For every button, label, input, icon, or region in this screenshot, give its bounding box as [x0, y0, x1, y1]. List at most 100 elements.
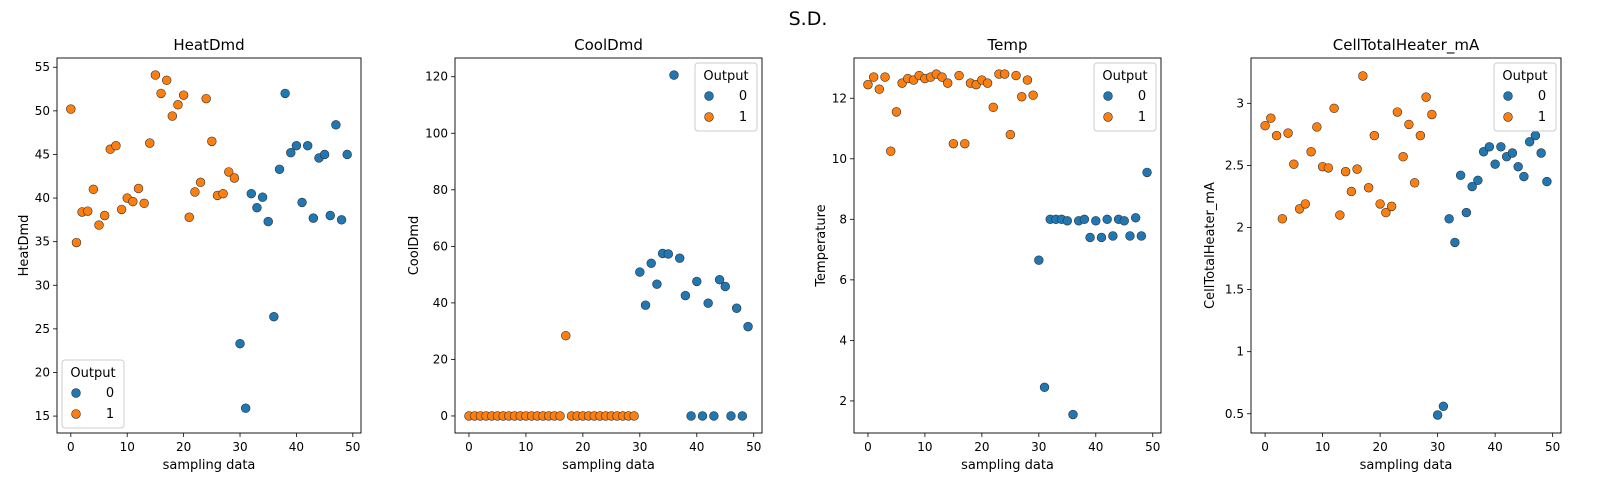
legend-marker-0	[1503, 91, 1513, 101]
data-point-series-1	[942, 78, 953, 88]
data-point-series-0	[303, 141, 313, 151]
data-point-series-0	[1507, 148, 1518, 158]
data-point-series-0	[703, 298, 713, 308]
y-tick-label: 8	[839, 212, 847, 226]
legend-title: Output	[1502, 69, 1547, 84]
plot-frame	[853, 57, 1162, 434]
data-point-series-0	[686, 411, 696, 421]
data-point-series-0	[1034, 255, 1044, 265]
data-point-series-1	[1352, 164, 1362, 174]
y-tick-label: 2.5	[1225, 158, 1244, 172]
data-point-series-0	[1444, 214, 1454, 224]
data-point-series-1	[1340, 166, 1351, 177]
data-point-series-0	[336, 215, 347, 225]
data-point-series-0	[1496, 142, 1506, 152]
data-point-series-0	[291, 141, 302, 151]
data-point-series-1	[1363, 183, 1374, 193]
data-point-series-0	[1102, 214, 1112, 225]
data-point-series-0	[1536, 148, 1546, 158]
data-point-series-1	[1266, 113, 1276, 123]
data-point-series-1	[139, 198, 149, 208]
data-point-series-1	[1289, 159, 1299, 169]
y-tick-label: 3	[1236, 96, 1244, 110]
legend-label-0: 0	[106, 386, 114, 401]
legend-title: Output	[1102, 69, 1147, 84]
data-point-series-0	[252, 202, 262, 213]
data-point-series-1	[83, 206, 93, 216]
data-point-series-0	[257, 192, 268, 202]
legend-label-0: 0	[1538, 89, 1546, 104]
data-point-series-1	[128, 196, 138, 207]
data-point-series-1	[229, 173, 240, 183]
y-tick-label: 0.5	[1225, 407, 1244, 421]
data-point-series-0	[720, 281, 730, 292]
y-tick-label: 2	[839, 394, 847, 408]
data-point-series-1	[145, 138, 155, 148]
data-point-series-0	[635, 267, 645, 277]
data-point-series-1	[874, 84, 885, 94]
x-axis-label: sampling data	[1360, 458, 1453, 473]
data-point-series-1	[886, 146, 896, 156]
data-point-series-0	[319, 149, 330, 160]
y-tick-label: 45	[35, 147, 50, 161]
x-tick-label: 50	[1545, 440, 1560, 454]
data-point-series-1	[66, 104, 76, 114]
x-tick-label: 30	[632, 440, 647, 454]
data-point-series-0	[331, 120, 341, 130]
legend-title: Output	[703, 69, 748, 84]
data-point-series-0	[1519, 171, 1529, 182]
data-point-series-0	[240, 403, 251, 413]
data-point-series-1	[1375, 199, 1385, 209]
data-point-series-1	[561, 330, 571, 341]
data-point-series-0	[692, 276, 702, 287]
data-point-series-1	[167, 111, 178, 121]
data-point-series-0	[1085, 232, 1095, 243]
data-point-series-1	[1312, 122, 1322, 132]
x-tick-label: 40	[1088, 440, 1103, 454]
data-point-series-1	[555, 411, 565, 421]
data-point-series-1	[1415, 130, 1426, 141]
data-point-series-0	[1125, 231, 1135, 241]
legend-marker-0	[71, 388, 81, 398]
data-point-series-1	[88, 184, 99, 195]
legend-marker-1	[704, 112, 714, 122]
data-point-series-0	[640, 300, 651, 310]
chart-panel-4: CellTotalHeater_mA0 10 20 30 40 500.511.522.5…	[1203, 36, 1562, 473]
y-tick-label: 1.5	[1225, 283, 1244, 297]
x-tick-label: 10	[1315, 440, 1330, 454]
legend-label-1: 1	[1138, 110, 1146, 125]
legend-label-0: 0	[1138, 89, 1146, 104]
data-point-series-1	[1017, 92, 1027, 102]
x-tick-label: 30	[232, 440, 247, 454]
data-point-series-1	[156, 88, 166, 99]
plot-frame	[56, 57, 362, 434]
legend-marker-1	[71, 409, 81, 419]
x-axis-label: sampling data	[163, 458, 256, 473]
data-point-series-1	[184, 212, 194, 222]
data-point-series-1	[224, 167, 234, 177]
x-tick-label: 30	[1031, 440, 1046, 454]
data-point-series-1	[1398, 152, 1408, 162]
y-axis-label: Temperature	[814, 204, 829, 287]
data-point-series-1	[133, 183, 144, 194]
data-point-series-0	[1432, 410, 1443, 420]
y-tick-label: 2	[1236, 220, 1244, 234]
data-point-series-1	[116, 204, 127, 215]
data-point-series-0	[342, 149, 352, 160]
legend-marker-1	[1103, 112, 1113, 122]
data-point-series-1	[1346, 186, 1357, 197]
legend-marker-0	[704, 91, 714, 101]
y-tick-label: 20	[433, 352, 448, 366]
data-point-series-0	[714, 275, 725, 285]
data-point-series-0	[235, 338, 245, 349]
y-tick-label: 100	[425, 126, 448, 140]
x-tick-label: 0	[1261, 440, 1269, 454]
data-point-series-1	[1369, 130, 1380, 141]
data-point-series-0	[1473, 175, 1483, 186]
legend-title: Output	[70, 366, 115, 381]
data-point-series-1	[1011, 70, 1021, 81]
x-tick-label: 40	[289, 440, 304, 454]
data-point-series-0	[325, 210, 335, 221]
data-point-series-0	[731, 303, 742, 313]
